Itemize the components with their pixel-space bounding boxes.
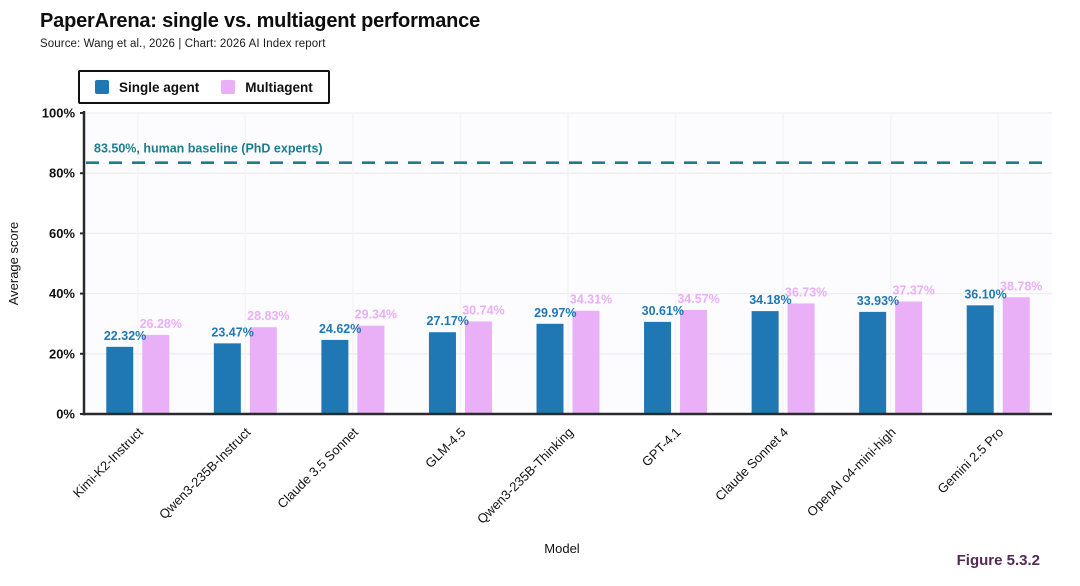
- value-label-multiagent: 28.83%: [247, 309, 289, 323]
- bar-single-agent: [536, 323, 564, 414]
- x-tick-label: Claude 3.5 Sonnet: [274, 424, 361, 511]
- bar-multiagent: [787, 303, 815, 414]
- bar-single-agent: [966, 305, 994, 414]
- human-baseline-label: 83.50%, human baseline (PhD experts): [94, 142, 323, 156]
- value-label-single-agent: 34.18%: [749, 293, 791, 307]
- value-label-single-agent: 30.61%: [642, 304, 684, 318]
- value-label-multiagent: 38.78%: [1000, 279, 1042, 293]
- value-label-multiagent: 36.73%: [785, 285, 827, 299]
- legend-item-single-agent: Single agent: [95, 80, 199, 95]
- bar-multiagent: [895, 301, 923, 414]
- legend-label-multiagent: Multiagent: [245, 79, 313, 95]
- value-label-multiagent: 34.57%: [677, 292, 719, 306]
- chart-title: PaperArena: single vs. multiagent perfor…: [40, 10, 481, 32]
- y-axis-title: Average score: [6, 222, 21, 306]
- x-tick-label: Claude Sonnet 4: [712, 425, 791, 504]
- bar-single-agent: [106, 346, 134, 414]
- value-label-single-agent: 24.62%: [319, 322, 361, 336]
- chart-subtitle: Source: Wang et al., 2026 | Chart: 2026 …: [40, 38, 326, 50]
- value-label-single-agent: 23.47%: [211, 325, 253, 339]
- y-tick-label: 60%: [49, 226, 75, 241]
- value-label-multiagent: 30.74%: [462, 303, 504, 317]
- y-tick-label: 40%: [49, 286, 75, 301]
- value-label-multiagent: 29.34%: [355, 308, 397, 322]
- bar-single-agent: [321, 339, 349, 414]
- legend-swatch-multiagent: [221, 80, 236, 94]
- value-label-single-agent: 33.93%: [857, 294, 899, 308]
- value-label-multiagent: 34.31%: [570, 293, 612, 307]
- bar-multiagent: [1002, 297, 1030, 414]
- x-tick-label: GLM-4.5: [422, 425, 468, 471]
- bar-multiagent: [680, 309, 708, 414]
- bar-single-agent: [213, 343, 241, 414]
- y-tick-label: 100%: [42, 106, 76, 121]
- x-axis-title: Model: [544, 541, 580, 556]
- value-label-multiagent: 37.37%: [892, 284, 934, 298]
- value-label-single-agent: 29.97%: [534, 306, 576, 320]
- value-label-single-agent: 27.17%: [427, 314, 469, 328]
- x-tick-label: OpenAI o4-mini-high: [804, 425, 899, 520]
- value-label-multiagent: 26.28%: [140, 317, 182, 331]
- legend-label-single-agent: Single agent: [119, 79, 200, 95]
- bar-multiagent: [464, 321, 492, 414]
- bar-single-agent: [644, 321, 672, 414]
- bar-single-agent: [859, 311, 887, 414]
- x-tick-label: Qwen3-235B-Instruct: [156, 424, 254, 522]
- value-label-single-agent: 36.10%: [964, 287, 1006, 301]
- bar-multiagent: [249, 327, 277, 414]
- bar-multiagent: [572, 310, 600, 414]
- x-tick-label: Gemini 2.5 Pro: [934, 425, 1006, 497]
- bar-multiagent: [142, 334, 170, 414]
- legend: Single agent Multiagent: [78, 70, 330, 104]
- y-tick-label: 20%: [49, 346, 75, 361]
- legend-item-multiagent: Multiagent: [221, 80, 313, 95]
- x-tick-label: Qwen3-235B-Thinking: [474, 425, 576, 527]
- x-tick-label: GPT-4.1: [639, 425, 684, 470]
- bar-multiagent: [357, 325, 385, 414]
- x-tick-label: Kimi-K2-Instruct: [70, 424, 146, 500]
- bar-single-agent: [751, 311, 779, 414]
- bar-single-agent: [428, 332, 456, 414]
- y-tick-label: 0%: [56, 407, 75, 422]
- legend-swatch-single-agent: [95, 80, 109, 94]
- figure-label: Figure 5.3.2: [956, 552, 1040, 569]
- y-tick-label: 80%: [49, 166, 75, 181]
- value-label-single-agent: 22.32%: [104, 329, 146, 343]
